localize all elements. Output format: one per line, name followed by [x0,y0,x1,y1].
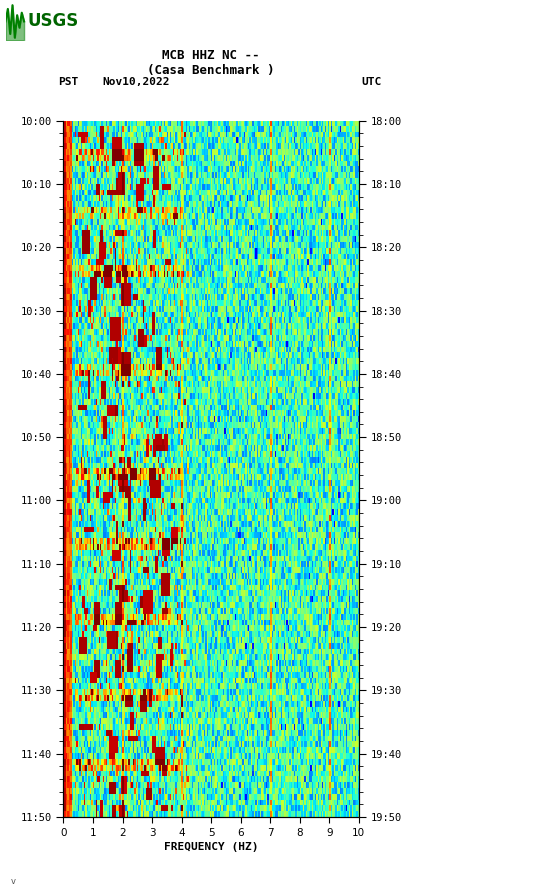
Text: MCB HHZ NC --: MCB HHZ NC -- [162,49,260,62]
X-axis label: FREQUENCY (HZ): FREQUENCY (HZ) [164,842,258,852]
Text: PST: PST [58,77,78,88]
Text: USGS: USGS [27,13,78,30]
Text: v: v [11,877,16,886]
Text: UTC: UTC [362,77,382,88]
Text: (Casa Benchmark ): (Casa Benchmark ) [147,64,275,77]
Text: Nov10,2022: Nov10,2022 [102,77,169,88]
